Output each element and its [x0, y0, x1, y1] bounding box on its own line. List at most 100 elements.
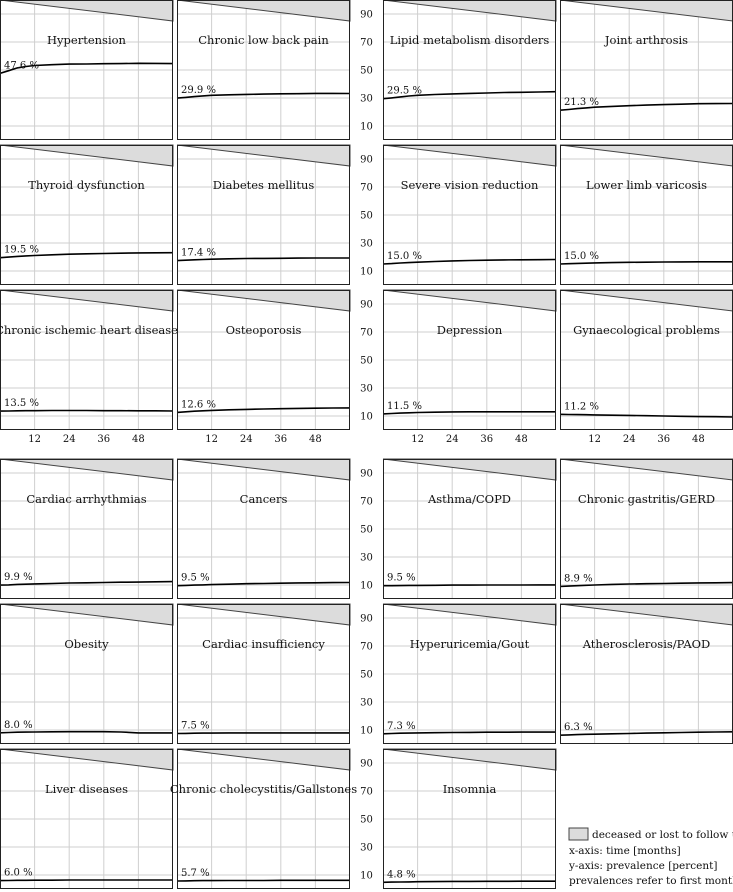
- panel-title: Osteoporosis: [226, 323, 302, 337]
- x-tick-label: 36: [97, 434, 110, 445]
- panel: Liver diseases 6.0 %: [0, 748, 174, 889]
- x-tick-label: 48: [132, 434, 145, 445]
- first-month-prevalence-label: 11.5 %: [387, 401, 422, 412]
- x-tick-label: 48: [515, 434, 528, 445]
- y-tick-label: 90: [360, 759, 373, 770]
- deceased-band: [559, 289, 733, 312]
- y-tick-label: 30: [360, 843, 373, 854]
- panel-title: Obesity: [64, 637, 109, 651]
- prevalence-line: [382, 258, 557, 265]
- deceased-band: [176, 603, 351, 626]
- deceased-band: [176, 289, 351, 312]
- first-month-prevalence-label: 9.5 %: [181, 573, 210, 584]
- y-tick-label: 10: [360, 871, 373, 882]
- deceased-band: [382, 289, 557, 312]
- x-tick-label: 48: [692, 434, 705, 445]
- y-tick-label: 10: [360, 122, 373, 133]
- panel-frame: [0, 459, 173, 599]
- y-tick-label: 50: [360, 66, 373, 77]
- panel: Hyperuricemia/Gout 7.3 %: [382, 603, 557, 744]
- panel-title: Lipid metabolism disorders: [390, 33, 550, 47]
- y-tick-label: 90: [360, 469, 373, 480]
- y-tick-label: 50: [360, 525, 373, 536]
- panel-title: Joint arthrosis: [604, 33, 688, 47]
- deceased-band: [559, 144, 733, 167]
- deceased-band: [0, 289, 174, 312]
- first-month-prevalence-label: 15.0 %: [564, 251, 599, 262]
- panel-frame: [383, 145, 556, 285]
- panel-title: Chronic low back pain: [198, 33, 329, 47]
- prevalence-line: [0, 580, 174, 586]
- prevalence-line: [382, 411, 556, 415]
- deceased-band: [176, 458, 351, 481]
- x-tick-label: 12: [588, 434, 601, 445]
- x-tick-label: 48: [309, 434, 322, 445]
- panel-frame: [0, 290, 173, 430]
- panel: Cancers 9.5 %: [176, 458, 351, 599]
- panel: Thyroid dysfunction 19.5 %: [0, 144, 174, 285]
- x-tick-label: 24: [63, 434, 76, 445]
- deceased-band: [559, 0, 733, 22]
- panel: Obesity 8.0 %: [0, 603, 174, 744]
- panel: Severe vision reduction 15.0 %: [382, 144, 557, 285]
- first-month-prevalence-label: 15.0 %: [387, 251, 422, 262]
- x-tick-label: 24: [623, 434, 636, 445]
- prevalence-line: [176, 732, 350, 735]
- y-tick-label: 10: [360, 581, 373, 592]
- first-month-prevalence-label: 8.0 %: [4, 720, 33, 731]
- prevalence-line: [382, 731, 556, 735]
- y-tick-label: 90: [360, 155, 373, 166]
- legend: deceased or lost to follow up x-axis: ti…: [568, 827, 733, 887]
- y-tick-label: 10: [360, 267, 373, 278]
- y-tick-label: 70: [360, 328, 373, 339]
- panel: Depression 11.5 %: [382, 289, 557, 430]
- first-month-prevalence-label: 29.9 %: [181, 85, 216, 96]
- first-month-prevalence-label: 7.5 %: [181, 721, 210, 732]
- panel-frame: [177, 749, 350, 889]
- panel-frame: [177, 604, 350, 744]
- first-month-prevalence-label: 5.7 %: [181, 868, 210, 879]
- y-tick-label: 70: [360, 642, 373, 653]
- prevalence-line: [559, 261, 733, 265]
- prevalence-line: [0, 251, 174, 259]
- panel-title: Depression: [437, 323, 503, 337]
- deceased-band: [176, 144, 351, 167]
- first-month-prevalence-label: 9.9 %: [4, 572, 33, 583]
- deceased-band: [176, 748, 351, 771]
- panel-frame: [383, 290, 556, 430]
- x-tick-label: 24: [446, 434, 459, 445]
- panel-frame: [383, 459, 556, 599]
- panel-title: Hypertension: [47, 33, 127, 47]
- x-tick-label: 36: [480, 434, 493, 445]
- panel-frame: [0, 0, 173, 140]
- deceased-band: [382, 0, 557, 22]
- prevalence-line: [0, 730, 173, 734]
- panel-title: Cardiac arrhythmias: [26, 492, 146, 506]
- panel: Joint arthrosis 21.3 %: [559, 0, 733, 140]
- prevalence-line: [176, 879, 350, 882]
- prevalence-line: [559, 413, 733, 418]
- x-tick-label: 36: [657, 434, 670, 445]
- panel-title: Hyperuricemia/Gout: [410, 637, 530, 651]
- panel: Atherosclerosis/PAOD 6.3 %: [559, 603, 733, 744]
- panel-title: Chronic ischemic heart disease: [0, 323, 178, 337]
- y-tick-label: 30: [360, 239, 373, 250]
- panel-frame: [0, 749, 173, 889]
- deceased-band: [559, 603, 733, 626]
- y-tick-label: 50: [360, 815, 373, 826]
- first-month-prevalence-label: 11.2 %: [564, 401, 599, 412]
- x-tick-label: 24: [240, 434, 253, 445]
- panel-frame: [383, 0, 556, 140]
- panel-frame: [177, 145, 350, 285]
- first-month-prevalence-label: 6.3 %: [564, 722, 593, 733]
- panel-title: Asthma/COPD: [427, 492, 511, 506]
- first-month-prevalence-label: 29.5 %: [387, 86, 422, 97]
- prevalence-line: [383, 584, 556, 587]
- panel-title: Chronic gastritis/GERD: [578, 492, 715, 506]
- y-tick-label: 70: [360, 38, 373, 49]
- first-month-prevalence-label: 6.0 %: [4, 868, 33, 879]
- prevalence-line: [559, 581, 733, 588]
- y-tick-label: 70: [360, 787, 373, 798]
- y-tick-label: 30: [360, 698, 373, 709]
- legend-note-x-axis: x-axis: time [months]: [569, 845, 681, 857]
